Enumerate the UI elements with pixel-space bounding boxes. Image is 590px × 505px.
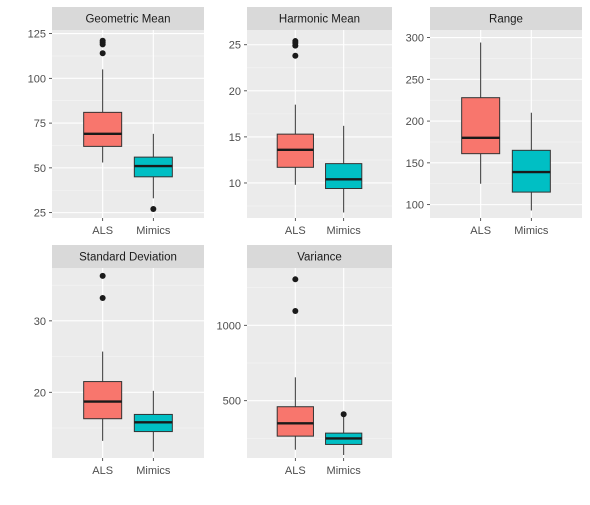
boxplot-als <box>276 276 314 450</box>
outlier-point <box>292 52 299 59</box>
facet-title: Range <box>489 14 523 26</box>
y-tick-label: 100 <box>28 73 46 85</box>
y-tick-label: 75 <box>34 118 46 130</box>
y-tick-label: 250 <box>406 74 424 86</box>
x-tick-label: Mimics <box>136 225 171 237</box>
facet-title: Geometric Mean <box>85 14 170 26</box>
outlier-point <box>292 276 299 283</box>
plot-panel <box>430 30 582 218</box>
outlier-point <box>99 50 106 57</box>
x-tick-label: Mimics <box>136 465 171 477</box>
boxplot-als <box>83 37 123 163</box>
facet-strip <box>430 7 582 30</box>
facet-panel-4: Standard Deviation 20 30 ALS Mimics <box>34 245 204 477</box>
plot-panel <box>247 30 392 218</box>
x-tick-label: Mimics <box>327 465 362 477</box>
facet-panel-5: Variance 500 1000 ALS Mimics <box>217 245 392 477</box>
iqr-box <box>83 381 123 420</box>
y-tick-label: 125 <box>28 29 46 41</box>
facet-strip <box>247 245 392 268</box>
iqr-box <box>461 97 501 155</box>
y-tick-label: 500 <box>223 396 241 408</box>
facet-title: Standard Deviation <box>79 252 177 264</box>
y-tick-label: 20 <box>229 86 241 98</box>
outlier-point <box>99 37 106 44</box>
y-tick-label: 50 <box>34 163 46 175</box>
x-tick-label: ALS <box>92 465 113 477</box>
outlier-point <box>340 411 347 418</box>
y-tick-label: 25 <box>229 40 241 52</box>
boxplot-als <box>276 38 314 185</box>
y-tick-label: 200 <box>406 116 424 128</box>
x-tick-label: ALS <box>285 465 306 477</box>
outlier-point <box>292 307 299 314</box>
boxplot-mimics <box>133 390 173 452</box>
outlier-point <box>292 38 299 45</box>
iqr-box <box>276 406 314 437</box>
iqr-box <box>83 111 123 147</box>
plot-panel <box>52 268 204 458</box>
y-tick-label: 30 <box>34 316 46 328</box>
outlier-point <box>99 272 106 279</box>
y-tick-label: 300 <box>406 33 424 45</box>
facet-strip <box>52 7 204 30</box>
x-tick-label: ALS <box>285 225 306 237</box>
facet-strip <box>247 7 392 30</box>
boxplot-mimics <box>511 112 551 211</box>
facet-panel-2: Harmonic Mean 10 15 20 25 ALS Mimics <box>229 7 392 237</box>
x-tick-label: Mimics <box>514 225 549 237</box>
boxplot-mimics <box>325 125 363 213</box>
boxplot-als <box>83 272 123 441</box>
x-tick-label: ALS <box>470 225 491 237</box>
outlier-point <box>99 295 106 301</box>
facet-title: Harmonic Mean <box>279 14 360 26</box>
boxplot-als <box>461 42 501 184</box>
x-tick-label: ALS <box>92 225 113 237</box>
y-tick-label: 25 <box>34 208 46 220</box>
boxplot-mimics <box>133 133 173 213</box>
facet-panel-1: Geometric Mean 25 50 75 100 125 ALS Mimics <box>28 7 204 237</box>
y-tick-label: 20 <box>34 387 46 399</box>
y-tick-label: 15 <box>229 132 241 144</box>
facet-title: Variance <box>297 252 342 264</box>
outlier-point <box>150 206 157 213</box>
iqr-box <box>325 163 363 190</box>
y-tick-label: 150 <box>406 158 424 170</box>
plot-panel <box>52 30 204 218</box>
y-tick-label: 1000 <box>217 320 241 332</box>
x-tick-label: Mimics <box>327 225 362 237</box>
y-tick-label: 10 <box>229 178 241 190</box>
facet-panel-3: Range 100 150 200 250 300 ALS Mimics <box>406 7 582 237</box>
boxplot-mimics <box>325 411 363 455</box>
y-tick-label: 100 <box>406 200 424 212</box>
facet-strip <box>52 245 204 268</box>
